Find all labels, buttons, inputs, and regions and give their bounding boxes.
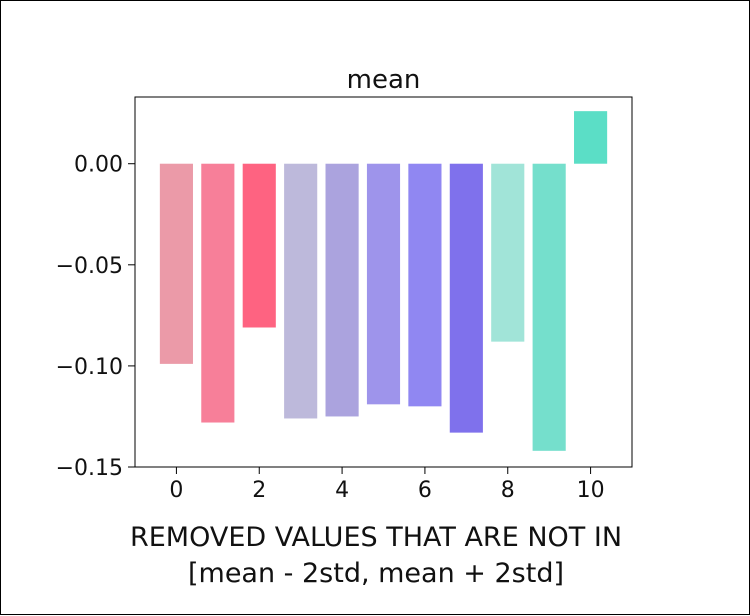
caption-line-1: REMOVED VALUES THAT ARE NOT IN xyxy=(129,522,623,553)
bar-2 xyxy=(242,163,276,328)
caption-line-2: [mean - 2std, mean + 2std] xyxy=(187,558,564,589)
x-tick-label: 2 xyxy=(252,478,266,503)
bar-1 xyxy=(201,163,235,423)
bar-3 xyxy=(284,163,318,419)
chart-title: mean xyxy=(347,65,421,95)
y-tick-label: −0.15 xyxy=(56,456,123,481)
x-tick-label: 4 xyxy=(335,478,349,503)
bar-0 xyxy=(159,163,193,364)
y-tick-label: −0.10 xyxy=(56,355,123,380)
plot-frame xyxy=(134,96,633,468)
x-tick-label: 10 xyxy=(577,478,605,503)
x-tick-label: 8 xyxy=(501,478,515,503)
y-tick-label: −0.05 xyxy=(56,254,123,279)
bar-5 xyxy=(366,163,401,405)
bar-6 xyxy=(408,163,442,407)
y-tick-label: 0.00 xyxy=(74,153,123,178)
bar-7 xyxy=(449,163,483,433)
bar-9 xyxy=(532,163,566,451)
bar-10 xyxy=(574,111,608,164)
bar-4 xyxy=(325,163,359,417)
x-tick-label: 0 xyxy=(169,478,183,503)
x-tick-label: 6 xyxy=(418,478,432,503)
bar-8 xyxy=(491,163,525,342)
